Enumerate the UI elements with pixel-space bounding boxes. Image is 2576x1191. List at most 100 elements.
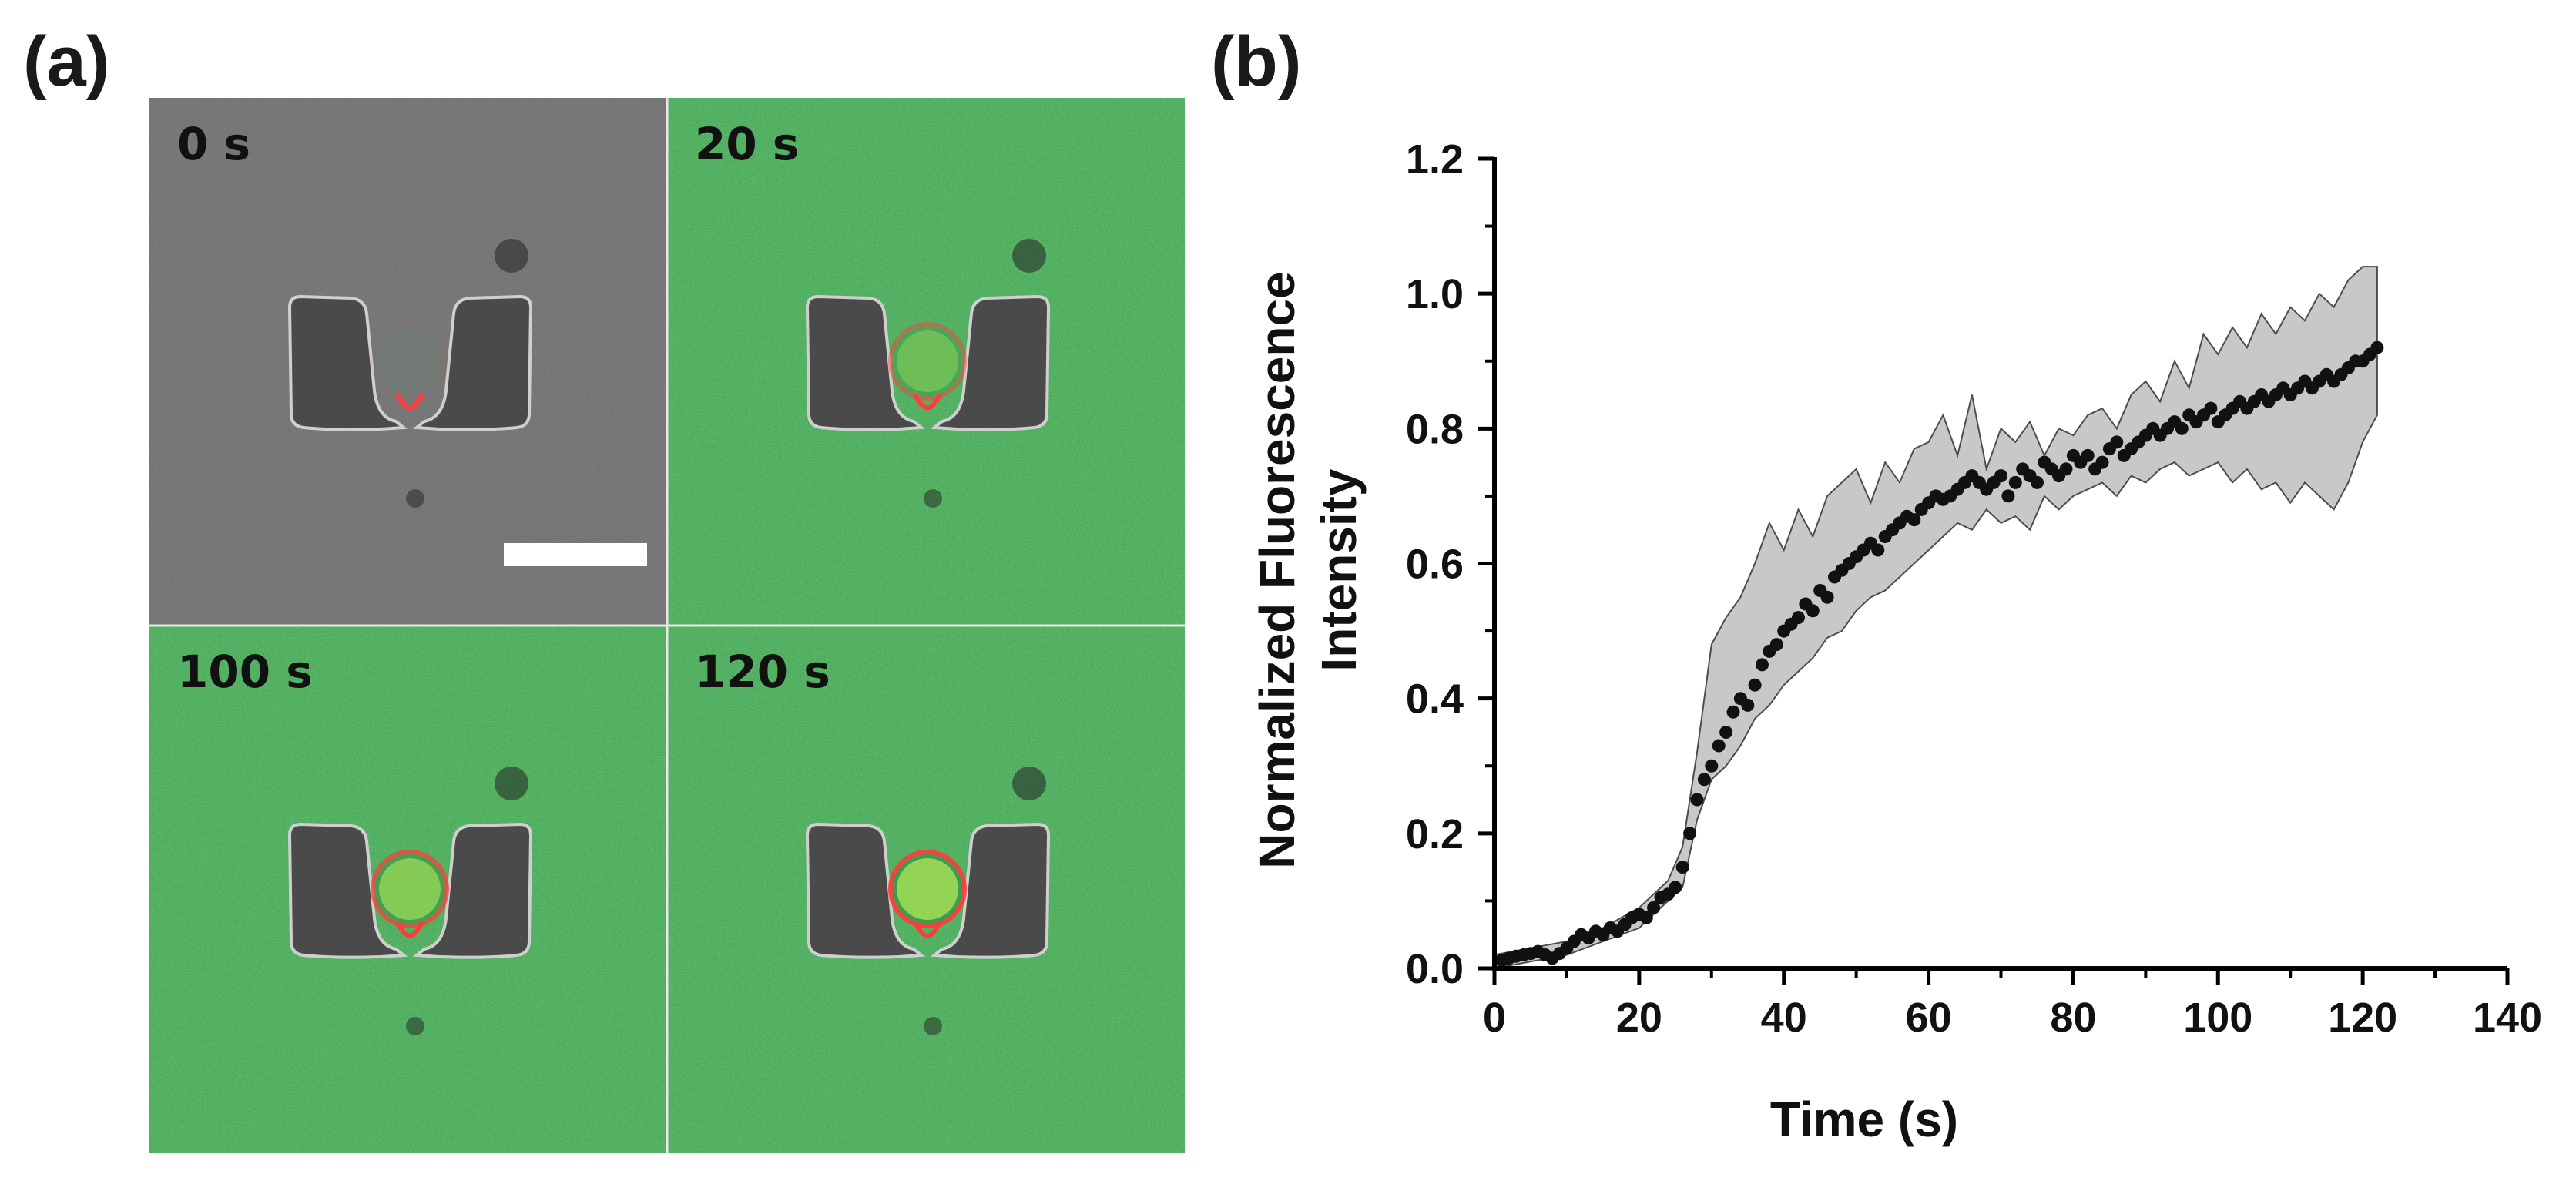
data-point <box>2146 421 2160 435</box>
data-point <box>2031 475 2044 489</box>
data-point <box>1741 698 1755 712</box>
data-point <box>1922 496 1936 510</box>
vesicle-cell <box>888 322 967 401</box>
data-point <box>1697 773 1711 787</box>
y-axis-title-line-1: Normalized Fluorescence <box>1249 271 1305 868</box>
x-axis-title: Time (s) <box>1770 1092 1958 1147</box>
panel-label-a: (a) <box>23 22 110 101</box>
data-point <box>2334 367 2348 381</box>
data-point <box>1980 482 1994 496</box>
trap-left <box>287 822 408 959</box>
panel-label-b: (b) <box>1211 22 1302 101</box>
data-point <box>1531 944 1545 958</box>
trap-left <box>805 294 926 431</box>
data-point <box>1857 543 1870 557</box>
micrograph-tile-2: 100 s <box>149 626 667 1153</box>
data-point <box>1756 658 1769 672</box>
trap-left <box>805 822 926 959</box>
x-tick-label: 120 <box>2328 995 2397 1041</box>
data-point <box>1784 617 1798 631</box>
data-point <box>1639 911 1653 924</box>
data-point <box>1799 597 1813 611</box>
micrograph-tile-0: 0 s <box>149 98 667 626</box>
data-point <box>2204 401 2218 415</box>
data-point <box>1994 469 2007 483</box>
vesicle-glow <box>379 858 441 920</box>
data-point <box>2052 469 2066 483</box>
data-point <box>1842 557 1856 570</box>
micrograph-time-label: 120 s <box>695 646 830 698</box>
data-point <box>1813 584 1827 597</box>
data-point <box>1625 911 1639 924</box>
data-point <box>2175 421 2189 435</box>
data-point <box>2298 374 2312 388</box>
data-point <box>1828 570 1841 584</box>
y-tick-label: 1.2 <box>1406 136 1464 183</box>
data-point <box>2269 388 2283 401</box>
data-point <box>1763 644 1776 658</box>
micrograph-time-label: 20 s <box>695 118 799 170</box>
data-point <box>2276 381 2290 395</box>
data-point <box>2016 462 2030 476</box>
y-tick-label: 0.6 <box>1406 542 1464 588</box>
vesicle-glow <box>897 330 958 392</box>
y-tick-label: 0.4 <box>1406 676 1464 723</box>
data-point <box>1596 928 1610 941</box>
data-point <box>1777 624 1791 638</box>
data-point <box>2088 462 2102 476</box>
data-point <box>2327 374 2341 388</box>
data-point <box>1914 502 1928 516</box>
data-point <box>2074 455 2088 469</box>
data-point <box>1769 638 1783 652</box>
x-tick-label: 40 <box>1761 995 1807 1041</box>
data-point <box>2189 415 2203 429</box>
data-point <box>2363 347 2376 361</box>
data-point <box>2125 442 2138 456</box>
data-point <box>2240 401 2254 415</box>
data-point <box>1987 475 2001 489</box>
data-point <box>1575 928 1588 941</box>
data-point <box>2044 462 2058 476</box>
data-point <box>2182 408 2196 422</box>
debris-spot <box>406 1017 424 1035</box>
data-point <box>2117 448 2131 462</box>
data-point <box>1958 475 1971 489</box>
trap-left <box>287 294 408 431</box>
data-point <box>2161 421 2174 435</box>
vesicle-neck <box>395 393 424 411</box>
data-point <box>1502 951 1516 965</box>
y-tick-label: 0.2 <box>1406 811 1464 857</box>
data-point <box>1712 739 1726 753</box>
data-point <box>1654 891 1668 904</box>
vesicle-cell <box>371 850 449 928</box>
data-point <box>2356 354 2370 368</box>
data-point <box>1726 705 1740 719</box>
data-point <box>1820 590 1834 604</box>
debris-spot <box>924 1017 942 1035</box>
micrograph-time-label: 100 s <box>177 646 313 698</box>
data-point <box>2023 469 2037 483</box>
data-point <box>2283 388 2297 401</box>
vesicle-neck <box>395 921 424 938</box>
data-point <box>1878 530 1892 543</box>
data-point <box>2247 394 2261 408</box>
data-point <box>1517 948 1531 961</box>
micrograph-tile-1: 20 s <box>667 98 1185 626</box>
data-point <box>1647 901 1661 914</box>
micrograph-tile-3: 120 s <box>667 626 1185 1153</box>
trap-right <box>412 822 533 959</box>
data-point <box>1524 947 1538 961</box>
data-point <box>2313 374 2326 388</box>
data-point <box>1733 692 1747 706</box>
vesicle-neck <box>913 921 942 938</box>
data-point <box>1669 881 1682 894</box>
micrograph-time-label: 0 s <box>177 118 250 170</box>
data-point <box>1748 678 1762 692</box>
data-point <box>1950 482 1964 496</box>
data-point <box>1886 523 1900 537</box>
x-tick-label: 20 <box>1616 995 1662 1041</box>
data-point <box>1618 918 1632 931</box>
micrograph-grid: 0 s 20 s 100 s 120 s <box>149 98 1185 1153</box>
data-point <box>2110 435 2124 449</box>
debris-spot <box>495 239 528 273</box>
